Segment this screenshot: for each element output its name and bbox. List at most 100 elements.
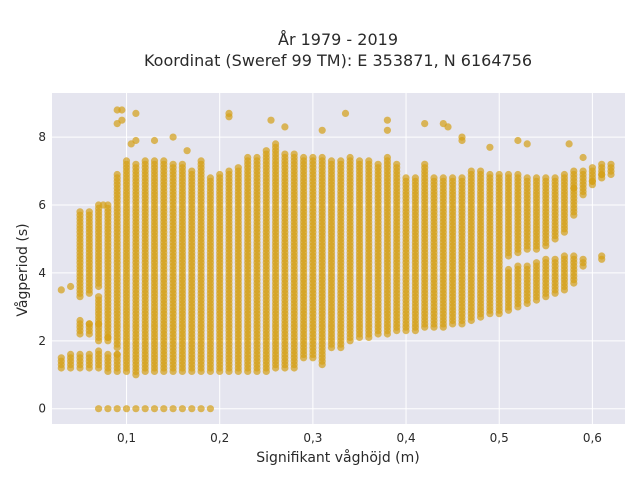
data-point bbox=[346, 153, 354, 162]
data-point bbox=[141, 157, 149, 165]
data-point bbox=[118, 106, 126, 114]
data-point bbox=[95, 347, 103, 355]
data-point bbox=[234, 164, 242, 172]
data-point bbox=[495, 170, 503, 179]
data-point bbox=[421, 160, 429, 168]
data-point bbox=[318, 126, 326, 134]
data-point bbox=[225, 167, 233, 175]
data-point bbox=[318, 153, 326, 162]
data-point bbox=[532, 174, 541, 182]
data-point bbox=[411, 174, 419, 182]
data-point bbox=[104, 405, 112, 413]
data-point bbox=[272, 140, 280, 148]
data-point bbox=[104, 350, 112, 358]
data-point bbox=[523, 140, 531, 148]
chart-subtitle: Koordinat (Sweref 99 TM): E 353871, N 61… bbox=[144, 51, 532, 70]
data-point bbox=[141, 405, 149, 413]
x-tick-label: 0,3 bbox=[303, 431, 322, 445]
data-point bbox=[327, 157, 336, 165]
data-point bbox=[132, 109, 140, 117]
data-point bbox=[560, 252, 569, 260]
x-tick-label: 0,2 bbox=[210, 431, 229, 445]
data-point bbox=[570, 252, 578, 260]
data-point bbox=[449, 174, 457, 182]
data-point bbox=[67, 282, 75, 291]
data-point bbox=[467, 167, 475, 175]
data-points bbox=[57, 106, 615, 413]
data-point bbox=[188, 167, 196, 175]
data-point bbox=[67, 350, 75, 358]
data-point bbox=[160, 157, 168, 165]
data-point bbox=[444, 123, 452, 131]
data-point bbox=[95, 320, 103, 328]
data-point bbox=[216, 170, 224, 179]
data-point bbox=[197, 157, 205, 165]
data-point bbox=[122, 157, 131, 165]
data-point bbox=[150, 136, 159, 145]
data-point bbox=[57, 354, 65, 362]
data-point bbox=[169, 133, 177, 141]
data-point bbox=[262, 147, 270, 155]
y-tick-label: 2 bbox=[38, 334, 46, 348]
data-point bbox=[565, 140, 573, 148]
data-point bbox=[113, 170, 121, 179]
data-point bbox=[579, 255, 587, 263]
data-point bbox=[95, 405, 103, 413]
data-point bbox=[551, 255, 559, 263]
data-point bbox=[337, 157, 345, 165]
data-point bbox=[458, 174, 466, 182]
chart-title: År 1979 - 2019 bbox=[278, 30, 398, 49]
data-point bbox=[118, 116, 126, 124]
data-point bbox=[383, 126, 391, 134]
data-point bbox=[393, 160, 401, 168]
data-point bbox=[76, 208, 84, 216]
data-point bbox=[523, 174, 531, 182]
y-tick-label: 8 bbox=[38, 130, 46, 144]
data-point bbox=[542, 255, 550, 263]
data-point bbox=[76, 316, 84, 325]
data-point bbox=[206, 174, 214, 182]
data-point bbox=[504, 265, 513, 274]
data-point bbox=[183, 147, 191, 155]
data-point bbox=[85, 350, 93, 358]
data-point bbox=[160, 405, 168, 413]
data-point bbox=[532, 259, 541, 267]
x-tick-label: 0,5 bbox=[490, 431, 509, 445]
data-point bbox=[486, 170, 494, 179]
data-point bbox=[514, 136, 522, 145]
data-point bbox=[430, 174, 438, 182]
data-point bbox=[570, 184, 578, 192]
data-point bbox=[281, 123, 289, 131]
data-point bbox=[290, 150, 298, 158]
data-point bbox=[514, 170, 522, 179]
data-point bbox=[607, 160, 615, 168]
data-point bbox=[341, 109, 350, 117]
data-point bbox=[598, 252, 606, 260]
x-tick-label: 0,4 bbox=[397, 431, 416, 445]
x-tick-label: 0,1 bbox=[117, 431, 136, 445]
data-point bbox=[197, 405, 205, 413]
data-point bbox=[206, 405, 214, 413]
data-point bbox=[598, 170, 606, 179]
data-point bbox=[542, 174, 550, 182]
data-point bbox=[132, 160, 140, 168]
data-point bbox=[127, 140, 135, 148]
data-point bbox=[579, 167, 587, 175]
data-point bbox=[267, 116, 275, 124]
data-point bbox=[383, 153, 391, 162]
data-point bbox=[523, 262, 531, 270]
data-point bbox=[169, 405, 177, 413]
data-point bbox=[85, 208, 93, 216]
data-point bbox=[588, 164, 597, 172]
data-point bbox=[253, 153, 261, 162]
data-point bbox=[300, 153, 308, 162]
data-point bbox=[122, 405, 131, 413]
data-point bbox=[309, 153, 317, 162]
data-point bbox=[132, 405, 140, 413]
data-point bbox=[244, 153, 252, 162]
x-tick-label: 0,6 bbox=[583, 431, 602, 445]
data-point bbox=[588, 177, 597, 185]
data-point bbox=[150, 157, 159, 165]
